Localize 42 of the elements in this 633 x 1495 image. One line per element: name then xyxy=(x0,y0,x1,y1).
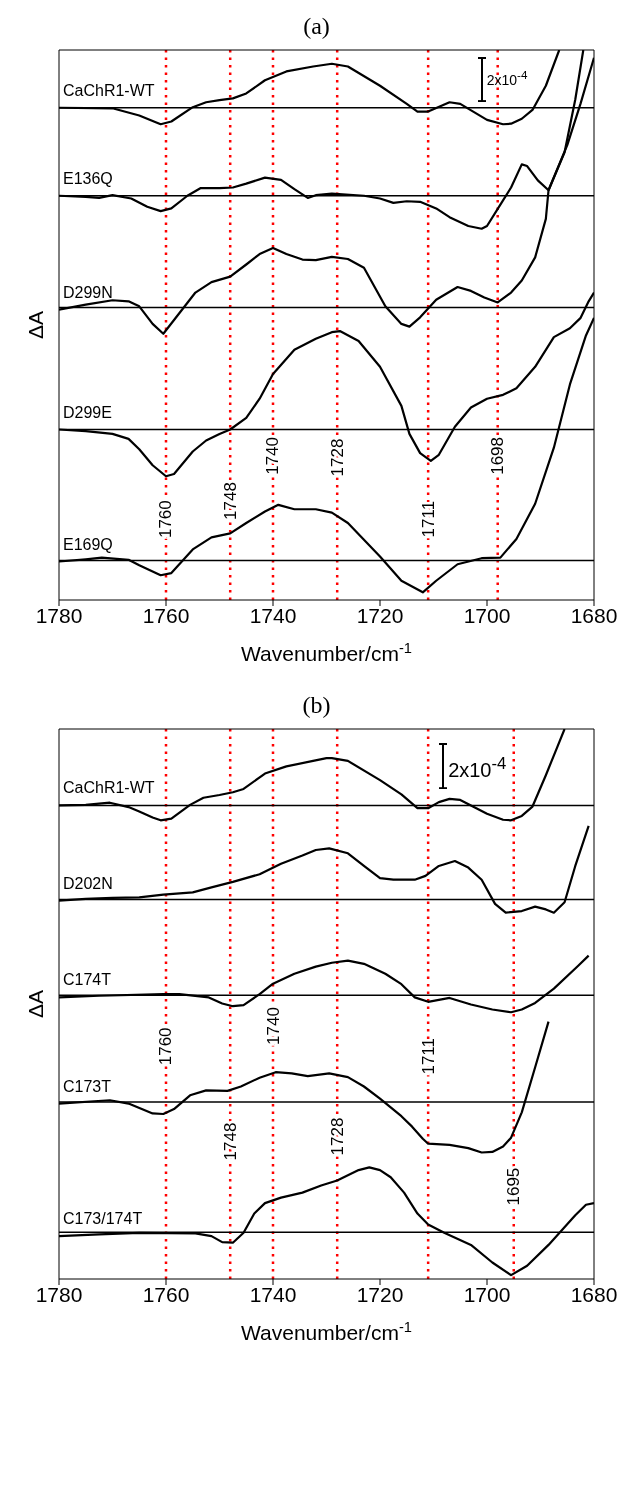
y-axis-title: ΔA xyxy=(23,310,48,342)
ref-line-label: 1748 xyxy=(220,1122,240,1161)
series-label: C173/174T xyxy=(63,1210,143,1228)
x-tick-label: 1760 xyxy=(142,603,190,627)
ref-line-label: 1760 xyxy=(156,500,176,539)
x-tick-label: 1740 xyxy=(249,1282,297,1306)
x-tick-label: 1720 xyxy=(356,1282,404,1306)
series-label: E169Q xyxy=(63,535,113,553)
series-label: D202N xyxy=(63,874,113,892)
x-tick-label: 1780 xyxy=(35,603,83,627)
ref-line-label: 1695 xyxy=(504,1167,524,1206)
ref-line-label: 1740 xyxy=(263,1007,283,1045)
ref-line-label: 1711 xyxy=(418,1037,438,1075)
series-label: CaChR1-WT xyxy=(63,779,155,797)
x-tick-label: 1760 xyxy=(142,1282,190,1306)
x-tick-label: 1700 xyxy=(463,1282,511,1306)
ref-line-label: 1728 xyxy=(327,438,347,477)
annotation: 2x10$^{-4}$ xyxy=(486,67,528,88)
chart-title: (a) xyxy=(302,12,331,41)
x-tick-label: 1680 xyxy=(570,603,618,627)
ref-line-label: 1760 xyxy=(156,1027,176,1066)
x-axis-title: Wavenumber/cm$^{-1}$ xyxy=(241,640,412,665)
x-tick-label: 1720 xyxy=(356,603,404,627)
series-label: CaChR1-WT xyxy=(63,81,155,99)
annotation: 2x10$^{-4}$ xyxy=(448,754,507,783)
x-axis-title: Wavenumber/cm$^{-1}$ xyxy=(241,1319,412,1344)
x-tick-label: 1700 xyxy=(463,603,511,627)
x-tick-label: 1780 xyxy=(35,1282,83,1306)
ref-line-label: 1711 xyxy=(418,500,438,538)
x-tick-label: 1680 xyxy=(570,1282,618,1306)
x-tick-label: 1740 xyxy=(249,603,297,627)
chart-title: (b) xyxy=(301,691,332,720)
ref-line-label: 1740 xyxy=(263,436,283,475)
series-label: E136Q xyxy=(63,169,113,187)
ref-line-label: 1698 xyxy=(488,436,508,475)
y-axis-title: ΔA xyxy=(23,989,48,1021)
series-label: C174T xyxy=(63,971,112,989)
series-label: D299N xyxy=(63,283,113,301)
ref-line-label: 1728 xyxy=(327,1117,347,1156)
series-label: D299E xyxy=(63,403,112,421)
series-label: C173T xyxy=(63,1077,112,1095)
ref-line-label: 1748 xyxy=(220,482,240,520)
